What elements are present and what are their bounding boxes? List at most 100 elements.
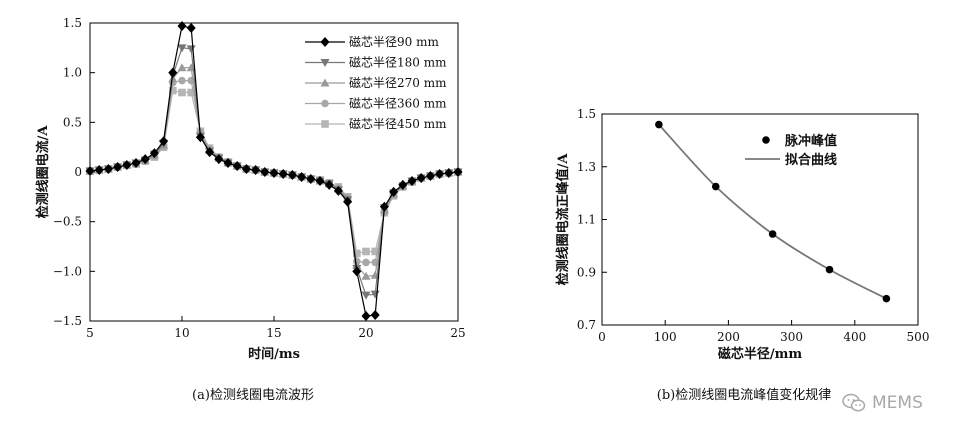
legend-label: 磁芯半径360 mm xyxy=(349,96,447,111)
data-point xyxy=(178,88,186,97)
data-point xyxy=(315,175,325,186)
data-point xyxy=(398,179,408,190)
data-point xyxy=(94,165,104,176)
data-point xyxy=(241,164,251,175)
data-point xyxy=(425,170,435,181)
legend-marker xyxy=(320,59,330,67)
data-point xyxy=(711,182,720,191)
data-point xyxy=(333,185,343,196)
data-point xyxy=(186,45,196,54)
chart-a-series xyxy=(85,20,463,322)
chart-b-plot-area xyxy=(601,113,919,326)
data-point xyxy=(370,310,380,321)
chart-a-ticks: 5 10 15 20 25 1.5 1.0 0.5 0 −0.5 −1.0 −1.5 xyxy=(53,16,466,340)
data-point xyxy=(825,265,834,274)
y-tick-label: 0.5 xyxy=(63,115,82,129)
data-point xyxy=(407,175,417,186)
y-tick-label: −1.5 xyxy=(53,314,82,328)
data-point xyxy=(453,167,463,177)
data-point xyxy=(297,171,307,182)
x-tick-label: 400 xyxy=(843,330,866,344)
data-point xyxy=(352,266,362,277)
y-tick-label: 1.5 xyxy=(577,107,596,121)
wechat-icon xyxy=(842,393,866,412)
x-tick-label: 300 xyxy=(780,330,803,344)
chart-b-x-axis-title: 磁芯半径/mm xyxy=(718,346,803,362)
data-point xyxy=(269,167,279,178)
data-point xyxy=(232,161,242,172)
y-tick-label: 1.5 xyxy=(63,16,82,30)
data-point xyxy=(353,249,361,258)
chart-b-caption: (b)检测线圈电流峰值变化规律 xyxy=(657,387,831,403)
chart-b-y-axis-title: 检测线圈电流正峰值/A xyxy=(555,153,571,286)
data-point xyxy=(444,167,454,178)
legend-label: 磁芯半径270 mm xyxy=(349,75,447,90)
data-point xyxy=(149,148,159,159)
data-point xyxy=(214,154,224,165)
data-point xyxy=(361,271,371,280)
watermark-text: MEMS xyxy=(872,393,923,413)
chart-a-y-axis-title: 检测线圈电流/A xyxy=(35,125,51,219)
data-point xyxy=(435,168,445,179)
data-point xyxy=(122,160,132,171)
watermark: MEMS xyxy=(842,393,923,413)
data-point xyxy=(85,166,95,177)
y-tick-label: 1.3 xyxy=(577,160,596,174)
data-point xyxy=(169,86,177,95)
data-point xyxy=(140,154,150,165)
data-point xyxy=(371,247,379,256)
data-point xyxy=(278,168,288,179)
x-tick-label: 0 xyxy=(598,330,606,344)
data-point xyxy=(177,20,187,31)
data-point xyxy=(223,158,233,169)
data-point xyxy=(362,258,370,267)
data-point xyxy=(113,162,123,173)
fit-curve xyxy=(658,123,887,300)
data-point xyxy=(177,44,187,53)
x-tick-label: 10 xyxy=(174,326,189,340)
legend-label: 磁芯半径90 mm xyxy=(349,34,439,49)
legend-marker xyxy=(321,120,329,128)
data-point xyxy=(379,201,389,212)
data-point xyxy=(131,158,141,169)
data-point xyxy=(187,88,195,97)
legend-label: 拟合曲线 xyxy=(785,152,837,168)
data-point xyxy=(287,169,297,180)
data-point xyxy=(389,186,399,197)
data-point xyxy=(178,76,186,85)
chart-a: 5 10 15 20 25 1.5 1.0 0.5 0 −0.5 −1.0 −1.5 磁芯半径90 m… xyxy=(35,16,466,403)
data-point xyxy=(768,230,777,238)
data-point xyxy=(882,294,891,303)
data-point xyxy=(260,167,270,177)
chart-a-caption: (a)检测线圈电流波形 xyxy=(192,388,314,403)
data-point xyxy=(343,196,353,207)
data-point xyxy=(103,164,113,175)
legend-label: 磁芯半径180 mm xyxy=(349,55,447,70)
x-tick-label: 200 xyxy=(717,330,740,344)
y-tick-label: −0.5 xyxy=(53,215,82,229)
data-point xyxy=(159,136,169,147)
legend-label: 磁芯半径450 mm xyxy=(349,116,447,131)
data-point xyxy=(195,132,205,143)
y-tick-label: 1.0 xyxy=(63,66,82,80)
data-point xyxy=(361,291,371,300)
y-tick-label: 0.7 xyxy=(577,318,596,332)
chart-b-ticks: 0 100 200 300 400 500 1.5 1.3 1.1 0.9 0.7 xyxy=(577,107,930,344)
data-point xyxy=(361,311,371,322)
x-tick-label: 500 xyxy=(907,330,930,344)
x-tick-label: 20 xyxy=(358,326,373,340)
x-tick-label: 25 xyxy=(450,326,465,340)
data-point xyxy=(186,22,196,33)
data-point xyxy=(416,172,426,183)
data-point xyxy=(168,67,178,78)
legend-marker xyxy=(320,37,330,47)
data-point xyxy=(306,173,316,184)
x-tick-label: 5 xyxy=(86,326,94,340)
x-tick-label: 100 xyxy=(654,330,677,344)
data-point xyxy=(655,120,663,129)
y-tick-label: 0.9 xyxy=(577,265,596,279)
legend-marker xyxy=(762,136,770,144)
legend-label: 脉冲峰值 xyxy=(784,133,837,149)
